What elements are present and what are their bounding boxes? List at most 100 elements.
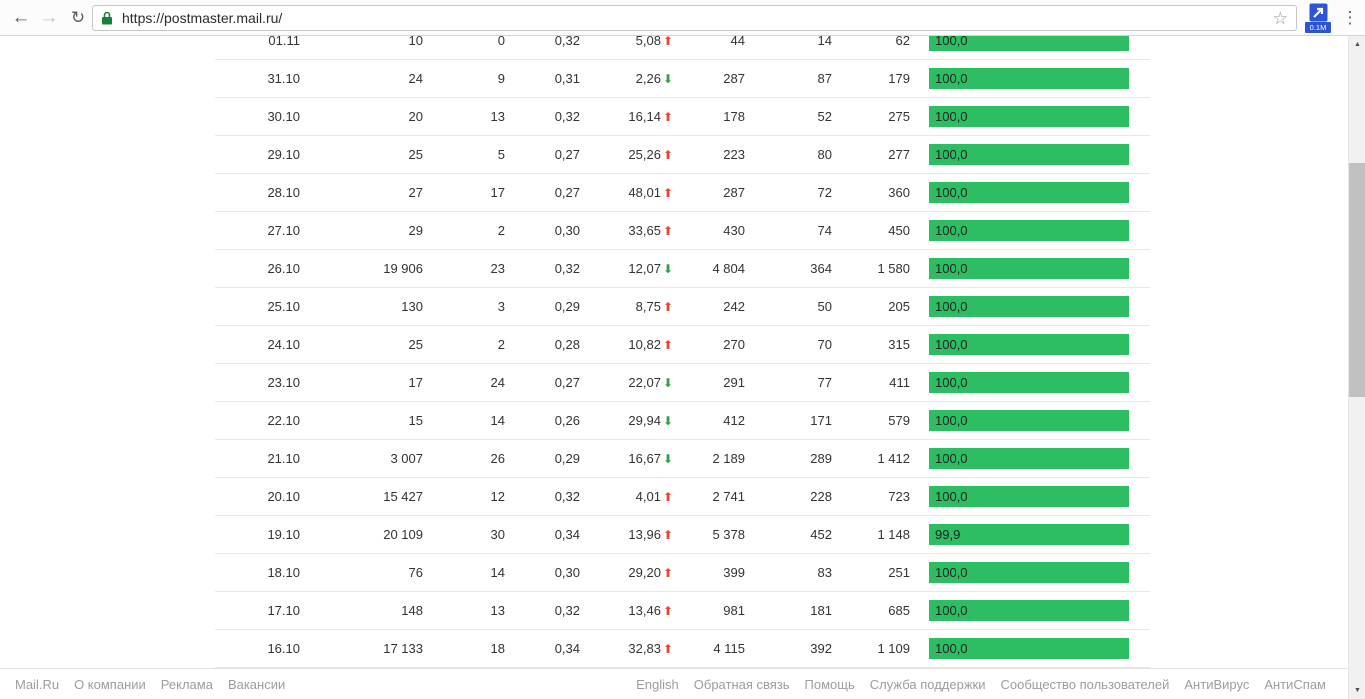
- delta-value: 16,14: [628, 109, 661, 124]
- bookmark-star-icon[interactable]: ☆: [1272, 8, 1288, 28]
- value-cell: 0,31: [554, 71, 580, 86]
- value-cell: 981: [723, 603, 745, 618]
- delta-arrow-icon: ⬇: [662, 451, 673, 466]
- delta-value: 33,65: [628, 223, 661, 238]
- delta-arrow-icon: ⬆: [662, 109, 673, 124]
- bar-cell: 100,0: [910, 68, 1150, 89]
- date-cell: 21.10: [267, 451, 300, 466]
- date-cell: 27.10: [267, 223, 300, 238]
- date-cell: 28.10: [267, 185, 300, 200]
- table-row: 24.10 25 2 0,28 10,82 ⬆ 270 70 315 100,0: [215, 326, 1150, 364]
- bar-cell: 100,0: [910, 638, 1150, 659]
- value-cell: 270: [723, 337, 745, 352]
- table-row: 30.10 20 13 0,32 16,14 ⬆ 178 52 275 100,…: [215, 98, 1150, 136]
- table-row: 17.10 148 13 0,32 13,46 ⬆ 981 181 685 10…: [215, 592, 1150, 630]
- value-cell: 0,32: [554, 261, 580, 276]
- value-cell: 27: [408, 185, 423, 200]
- value-cell: 14: [490, 565, 505, 580]
- value-cell: 2 189: [712, 451, 745, 466]
- value-cell: 0,27: [554, 375, 580, 390]
- value-cell: 14: [817, 36, 832, 48]
- value-cell: 13: [490, 109, 505, 124]
- delta-value: 12,07: [628, 261, 661, 276]
- value-cell: 77: [817, 375, 832, 390]
- date-cell: 24.10: [267, 337, 300, 352]
- value-cell: 72: [817, 185, 832, 200]
- table-row: 22.10 15 14 0,26 29,94 ⬇ 412 171 579 100…: [215, 402, 1150, 440]
- delta-arrow-icon: ⬆: [662, 641, 673, 656]
- delta-cell: 22,07 ⬇: [580, 375, 673, 390]
- reload-icon[interactable]: ↻: [70, 7, 86, 27]
- delta-arrow-icon: ⬇: [662, 261, 673, 276]
- delta-value: 25,26: [628, 147, 661, 162]
- value-cell: 287: [723, 71, 745, 86]
- delivery-bar: 100,0: [929, 562, 1129, 583]
- value-cell: 364: [810, 261, 832, 276]
- value-cell: 2: [497, 337, 505, 352]
- delta-arrow-icon: ⬇: [662, 71, 673, 86]
- delta-cell: 25,26 ⬆: [580, 147, 673, 162]
- bar-cell: 100,0: [910, 144, 1150, 165]
- value-cell: 50: [817, 299, 832, 314]
- delta-cell: 10,82 ⬆: [580, 337, 673, 352]
- footer-link[interactable]: Сообщество пользователей: [1000, 676, 1170, 692]
- url-input[interactable]: [122, 7, 1273, 29]
- value-cell: 251: [888, 565, 910, 580]
- footer-link[interactable]: Реклама: [160, 676, 213, 692]
- stats-table-body: 01.11 10 0 0,32 5,08 ⬆ 44 14 62 100,0 31…: [215, 36, 1150, 668]
- delta-arrow-icon: ⬆: [662, 527, 673, 542]
- table-row: 01.11 10 0 0,32 5,08 ⬆ 44 14 62 100,0: [215, 36, 1150, 60]
- footer-link[interactable]: Mail.Ru: [15, 676, 60, 692]
- scrollbar-up-icon[interactable]: ▲: [1354, 41, 1361, 48]
- value-cell: 0,32: [554, 603, 580, 618]
- value-cell: 14: [490, 413, 505, 428]
- extension-icon[interactable]: [1306, 3, 1330, 27]
- delivery-bar: 100,0: [929, 638, 1129, 659]
- footer-link[interactable]: АнтиСпам: [1264, 676, 1326, 692]
- delta-value: 29,94: [628, 413, 661, 428]
- address-bar[interactable]: ☆: [92, 5, 1297, 31]
- footer-link[interactable]: English: [636, 676, 679, 692]
- delta-arrow-icon: ⬆: [662, 223, 673, 238]
- scrollbar[interactable]: ▲ ▼: [1348, 36, 1365, 699]
- footer-link[interactable]: Служба поддержки: [869, 676, 986, 692]
- value-cell: 44: [730, 36, 745, 48]
- scrollbar-down-icon[interactable]: ▼: [1354, 687, 1361, 694]
- footer-link[interactable]: Помощь: [804, 676, 855, 692]
- delta-arrow-icon: ⬆: [662, 147, 673, 162]
- delta-arrow-icon: ⬆: [662, 603, 673, 618]
- value-cell: 289: [810, 451, 832, 466]
- delivery-bar: 100,0: [929, 36, 1129, 51]
- value-cell: 3 007: [390, 451, 423, 466]
- value-cell: 10: [408, 36, 423, 48]
- table-row: 26.10 19 906 23 0,32 12,07 ⬇ 4 804 364 1…: [215, 250, 1150, 288]
- value-cell: 9: [497, 71, 505, 86]
- value-cell: 4 115: [713, 641, 745, 656]
- scrollbar-thumb[interactable]: [1349, 163, 1365, 397]
- value-cell: 12: [490, 489, 505, 504]
- delta-cell: 5,08 ⬆: [580, 36, 673, 48]
- menu-kebab-icon[interactable]: ⋮: [1341, 7, 1359, 27]
- bar-cell: 100,0: [910, 296, 1150, 317]
- bar-cell: 100,0: [910, 220, 1150, 241]
- bar-cell: 100,0: [910, 106, 1150, 127]
- value-cell: 74: [817, 223, 832, 238]
- bar-cell: 99,9: [910, 524, 1150, 545]
- forward-icon[interactable]: →: [39, 6, 59, 28]
- footer-link[interactable]: АнтиВирус: [1184, 676, 1250, 692]
- value-cell: 2: [497, 223, 505, 238]
- value-cell: 411: [889, 375, 910, 390]
- delta-cell: 16,67 ⬇: [580, 451, 673, 466]
- value-cell: 23: [490, 261, 505, 276]
- value-cell: 0,30: [554, 223, 580, 238]
- date-cell: 18.10: [267, 565, 300, 580]
- footer-link[interactable]: Обратная связь: [693, 676, 790, 692]
- delivery-bar: 100,0: [929, 448, 1129, 469]
- value-cell: 685: [888, 603, 910, 618]
- back-icon[interactable]: ←: [11, 6, 31, 28]
- value-cell: 80: [817, 147, 832, 162]
- footer-link[interactable]: О компании: [74, 676, 146, 692]
- footer-link[interactable]: Вакансии: [227, 676, 286, 692]
- date-cell: 25.10: [267, 299, 300, 314]
